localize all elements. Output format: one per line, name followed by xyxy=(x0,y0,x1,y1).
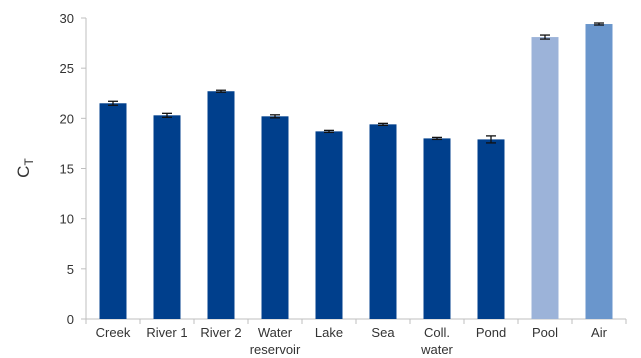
error-bar xyxy=(108,100,118,106)
error-bar xyxy=(594,22,604,26)
y-tick-label: 15 xyxy=(60,162,74,177)
y-axis-label: CT xyxy=(14,158,36,178)
bar xyxy=(585,24,613,320)
error-bar xyxy=(324,129,334,134)
y-axis-label-subscript: T xyxy=(22,158,36,166)
x-category-label: River 1 xyxy=(146,325,187,340)
y-tick-label: 25 xyxy=(60,61,74,76)
bar xyxy=(99,103,127,320)
x-category-label: Pond xyxy=(476,325,506,340)
error-bar xyxy=(216,89,226,93)
bars xyxy=(99,24,613,320)
x-category-label: Air xyxy=(591,325,608,340)
error-bar xyxy=(162,112,172,118)
x-category-label: Lake xyxy=(315,325,343,340)
y-tick-label: 20 xyxy=(60,111,74,126)
y-tick-label: 0 xyxy=(67,312,74,327)
x-category-label: Sea xyxy=(371,325,395,340)
x-category-label: Coll. water xyxy=(420,325,453,357)
bar xyxy=(315,131,343,319)
error-bar xyxy=(486,135,496,144)
x-category-label: River 2 xyxy=(200,325,241,340)
y-tick-label: 5 xyxy=(67,262,74,277)
error-bar xyxy=(378,122,388,127)
x-category-label: Pool xyxy=(532,325,558,340)
bar xyxy=(207,91,235,319)
x-axis-category-labels: Creek River 1 River 2 Water reservoir Lake Sea… xyxy=(96,325,608,357)
bar xyxy=(531,37,559,320)
y-axis-label-main: C xyxy=(14,166,33,178)
bar xyxy=(369,124,397,319)
x-category-label: Creek xyxy=(96,325,131,340)
error-bar xyxy=(270,114,280,119)
bar xyxy=(153,115,181,319)
bar xyxy=(423,138,451,319)
bar xyxy=(477,139,505,319)
y-axis-ticks: 0 5 10 15 20 25 30 xyxy=(60,11,627,327)
error-bars xyxy=(108,22,604,144)
error-bar xyxy=(432,136,442,141)
y-tick-label: 30 xyxy=(60,11,74,26)
y-tick-label: 10 xyxy=(60,212,74,227)
error-bar xyxy=(540,34,550,40)
x-category-label: Water reservoir xyxy=(250,325,301,357)
bar xyxy=(261,116,289,320)
